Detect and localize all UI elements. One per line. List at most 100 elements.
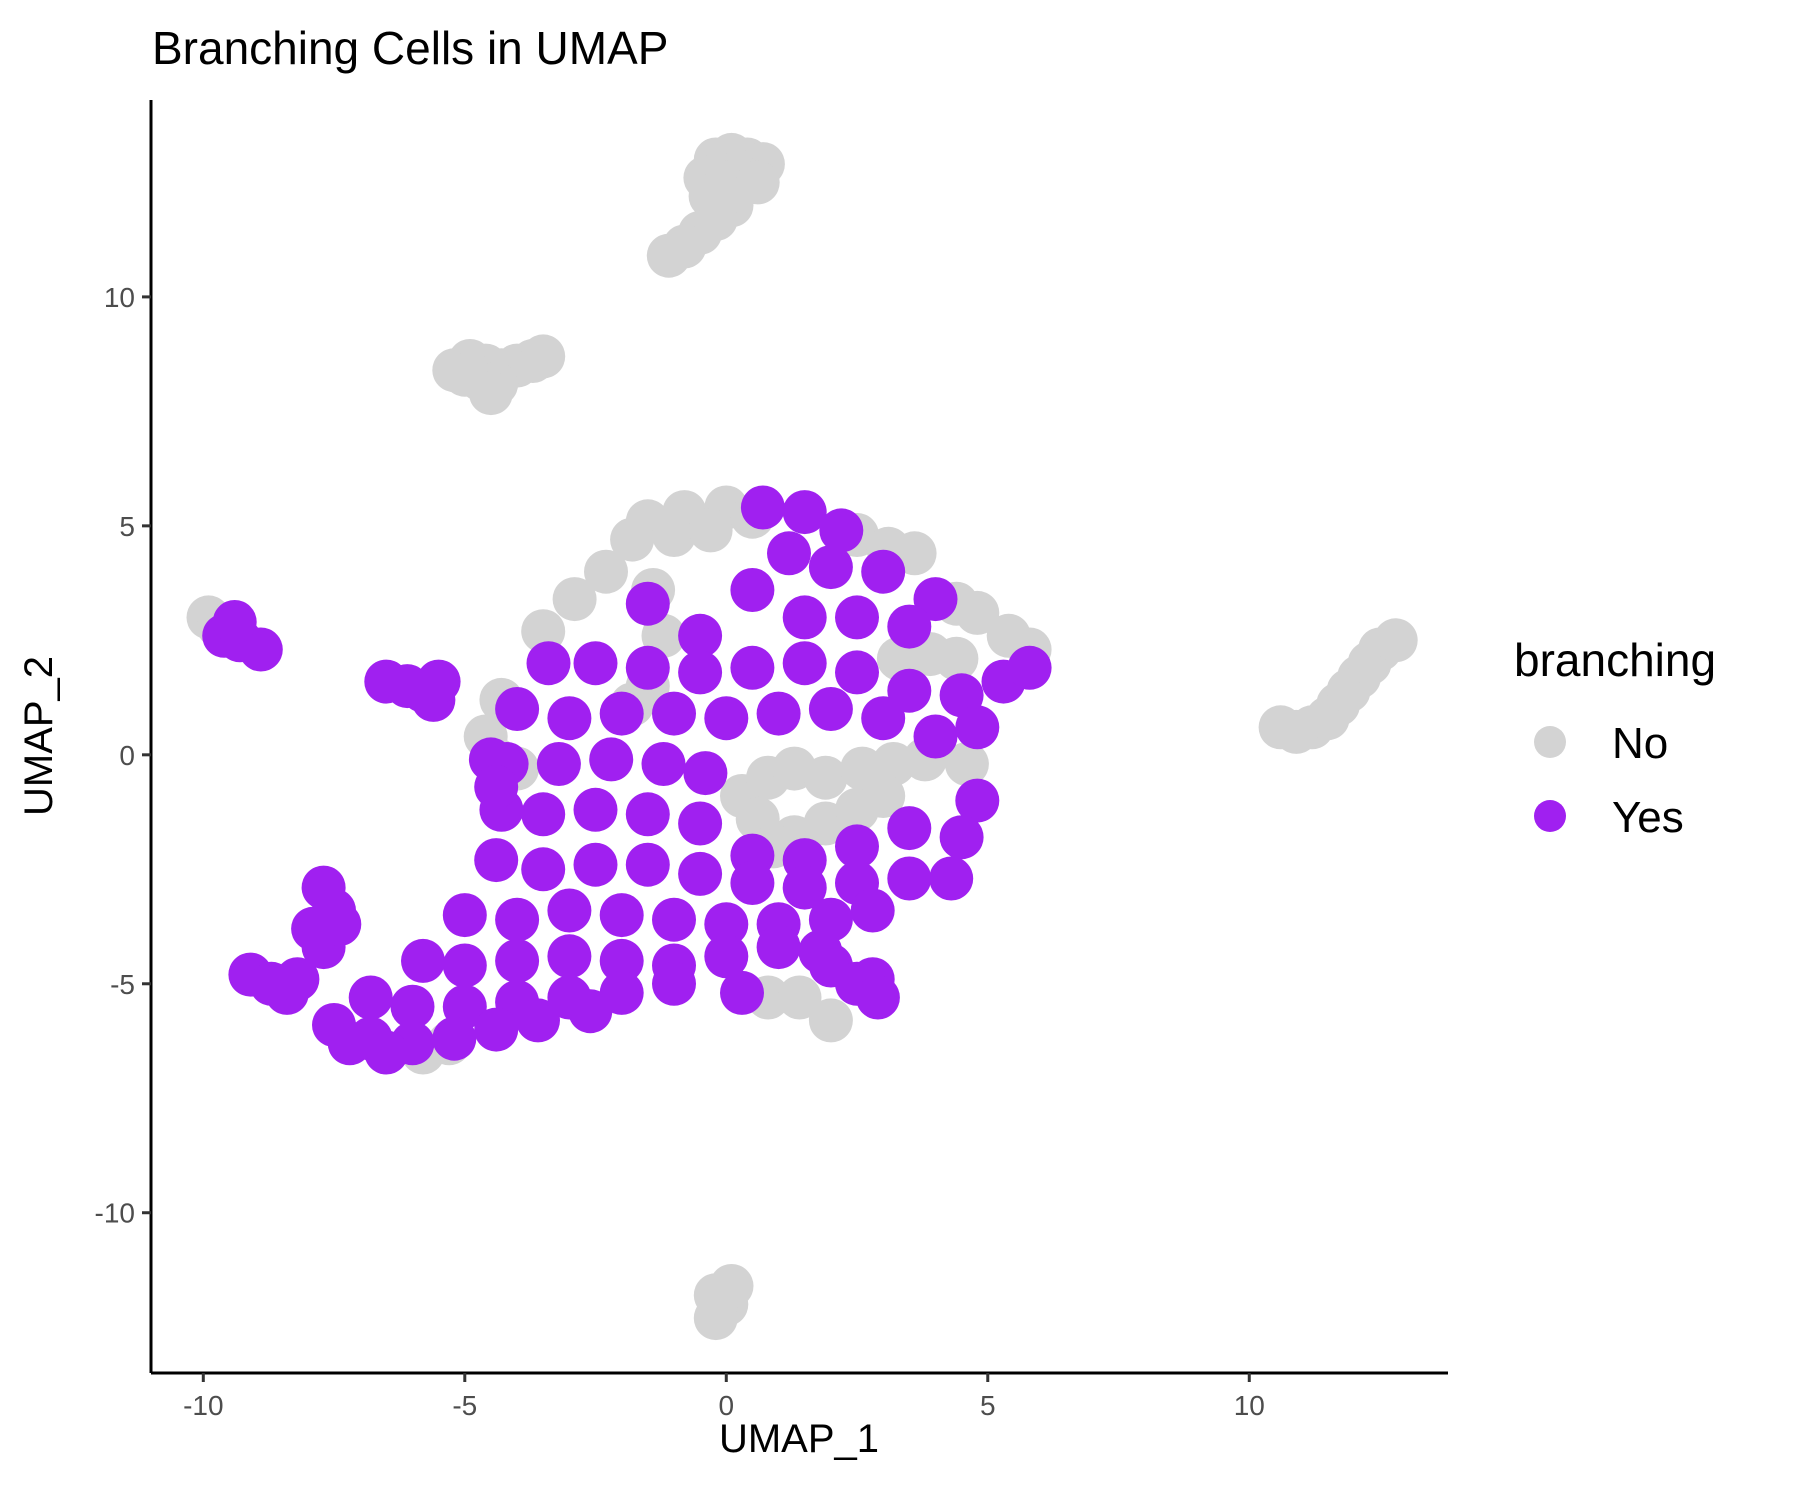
point-yes-15 bbox=[625, 645, 670, 690]
y-tick-label: -10 bbox=[95, 1198, 135, 1229]
x-tick-label: 10 bbox=[1234, 1390, 1265, 1421]
point-yes-19 bbox=[835, 650, 879, 695]
point-yes-97 bbox=[317, 902, 362, 947]
point-yes-88 bbox=[474, 1007, 519, 1052]
point-yes-110 bbox=[416, 659, 461, 704]
y-axis-title: UMAP_2 bbox=[17, 656, 61, 816]
point-yes-41 bbox=[521, 792, 566, 837]
legend-swatch-yes bbox=[1534, 800, 1566, 832]
point-yes-101 bbox=[275, 957, 320, 1002]
point-yes-16 bbox=[678, 650, 723, 695]
point-yes-26 bbox=[599, 691, 644, 736]
point-no-36 bbox=[1373, 618, 1418, 663]
point-yes-42 bbox=[573, 787, 618, 832]
point-yes-32 bbox=[913, 714, 958, 759]
y-axis-ticks: -10 -5 0 5 10 bbox=[95, 282, 151, 1229]
legend-label-yes: Yes bbox=[1612, 793, 1684, 842]
point-yes-70 bbox=[442, 943, 487, 988]
point-yes-11 bbox=[625, 581, 670, 626]
point-yes-9 bbox=[835, 595, 879, 640]
point-yes-6 bbox=[913, 577, 958, 622]
x-tick-label: -5 bbox=[452, 1390, 477, 1421]
points-layer bbox=[186, 132, 1418, 1341]
point-yes-55 bbox=[730, 861, 775, 905]
point-no-85 bbox=[808, 998, 853, 1043]
point-yes-37 bbox=[641, 742, 686, 786]
point-no-40 bbox=[709, 1264, 754, 1308]
point-yes-30 bbox=[808, 687, 853, 731]
point-no-48 bbox=[584, 549, 628, 594]
point-yes-111 bbox=[720, 970, 764, 1015]
y-tick-label: 0 bbox=[119, 740, 135, 771]
legend: branching No Yes bbox=[1514, 634, 1716, 842]
point-yes-2 bbox=[819, 508, 864, 553]
point-no-20 bbox=[521, 334, 566, 379]
point-no-84 bbox=[777, 975, 822, 1020]
point-yes-14 bbox=[573, 641, 618, 686]
point-yes-3 bbox=[767, 531, 811, 576]
point-yes-18 bbox=[782, 641, 827, 686]
point-no-24 bbox=[442, 352, 487, 397]
legend-swatch-no bbox=[1534, 726, 1566, 758]
point-yes-87 bbox=[432, 1016, 477, 1061]
point-yes-44 bbox=[678, 801, 723, 846]
point-yes-63 bbox=[599, 893, 644, 938]
point-yes-75 bbox=[704, 934, 749, 979]
point-no-72 bbox=[803, 755, 848, 800]
x-tick-label: 5 bbox=[980, 1390, 996, 1421]
point-yes-52 bbox=[573, 842, 618, 887]
point-yes-20 bbox=[887, 668, 932, 713]
point-yes-4 bbox=[808, 545, 853, 590]
point-yes-73 bbox=[599, 938, 644, 983]
point-yes-59 bbox=[929, 856, 974, 901]
y-tick-label: 5 bbox=[119, 511, 135, 542]
point-yes-90 bbox=[568, 989, 613, 1034]
point-yes-47 bbox=[835, 824, 879, 869]
y-tick-label: 10 bbox=[104, 282, 135, 313]
point-yes-13 bbox=[526, 641, 571, 686]
point-no-13 bbox=[646, 233, 691, 278]
point-yes-33 bbox=[955, 705, 1000, 750]
point-yes-104 bbox=[238, 627, 283, 672]
x-axis-ticks: -10 -5 0 5 10 bbox=[183, 1373, 1265, 1421]
point-yes-0 bbox=[740, 485, 785, 530]
legend-label-no: No bbox=[1612, 719, 1668, 768]
point-yes-12 bbox=[678, 613, 723, 658]
chart-title: Branching Cells in UMAP bbox=[152, 22, 668, 74]
point-no-76 bbox=[944, 742, 989, 786]
point-yes-60 bbox=[442, 893, 487, 938]
point-no-63 bbox=[955, 590, 1000, 635]
point-yes-105 bbox=[212, 600, 257, 644]
point-no-45 bbox=[610, 517, 655, 562]
point-yes-38 bbox=[683, 751, 728, 796]
point-yes-28 bbox=[704, 696, 749, 741]
point-yes-92 bbox=[327, 1021, 372, 1066]
point-yes-71 bbox=[495, 938, 540, 983]
point-yes-36 bbox=[589, 737, 634, 782]
point-yes-69 bbox=[401, 938, 445, 983]
x-tick-label: -10 bbox=[183, 1390, 223, 1421]
point-yes-72 bbox=[547, 934, 592, 979]
point-no-81 bbox=[861, 774, 906, 818]
point-yes-39 bbox=[955, 778, 1000, 823]
point-yes-78 bbox=[390, 984, 435, 1029]
point-yes-25 bbox=[547, 696, 592, 741]
point-yes-68 bbox=[850, 888, 895, 933]
point-no-47 bbox=[688, 508, 733, 553]
point-yes-49 bbox=[939, 815, 984, 860]
point-no-68 bbox=[934, 636, 979, 681]
point-yes-76 bbox=[756, 925, 801, 970]
x-tick-label: 0 bbox=[718, 1390, 734, 1421]
x-axis-title: UMAP_1 bbox=[719, 1417, 879, 1461]
point-yes-118 bbox=[474, 764, 519, 809]
point-yes-8 bbox=[782, 595, 827, 640]
point-yes-83 bbox=[652, 961, 696, 1006]
point-yes-10 bbox=[887, 604, 932, 649]
point-yes-43 bbox=[625, 792, 670, 837]
point-yes-77 bbox=[348, 975, 393, 1020]
point-yes-116 bbox=[855, 975, 900, 1020]
point-yes-50 bbox=[474, 838, 519, 883]
point-yes-7 bbox=[730, 568, 775, 612]
point-yes-62 bbox=[547, 888, 592, 933]
